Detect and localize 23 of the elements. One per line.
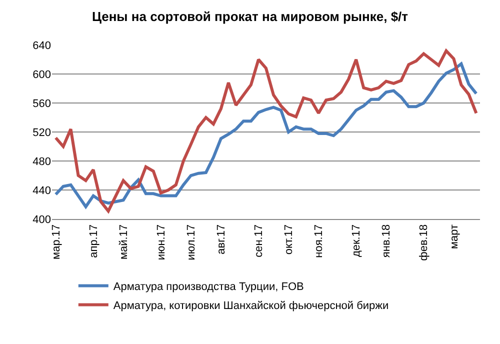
x-tick-label: сен.17 xyxy=(253,224,266,258)
x-tick-label: март xyxy=(448,224,460,250)
chart-title: Цены на сортовой прокат на мировом рынке, $/т xyxy=(92,9,408,24)
x-tick-label: апр.17 xyxy=(88,224,100,258)
x-tick-label: янв.18 xyxy=(380,224,393,258)
x-tick-label: июн.17 xyxy=(155,224,168,260)
x-tick-label: май.17 xyxy=(118,224,130,260)
legend-label: Арматура, котировки Шанхайской фьючерсной биржи xyxy=(113,300,389,312)
y-tick-label: 520 xyxy=(32,126,51,139)
x-tick-label: ноя.17 xyxy=(313,224,326,258)
x-tick-label: окт.17 xyxy=(283,224,296,255)
y-tick-label: 400 xyxy=(32,214,51,226)
legend-label: Арматура производства Турции, FOB xyxy=(113,280,304,293)
x-tick-label: мар.17 xyxy=(50,224,62,260)
x-tick-label: дек.17 xyxy=(350,224,363,258)
y-tick-label: 560 xyxy=(32,98,51,110)
x-tick-label: июл.17 xyxy=(185,224,198,260)
y-tick-label: 600 xyxy=(32,68,51,81)
y-tick-label: 480 xyxy=(32,156,51,168)
y-tick-label: 440 xyxy=(32,184,51,197)
x-tick-label: авг.17 xyxy=(216,224,228,254)
x-tick-label: фев.18 xyxy=(418,224,430,261)
y-tick-label: 640 xyxy=(32,40,51,52)
